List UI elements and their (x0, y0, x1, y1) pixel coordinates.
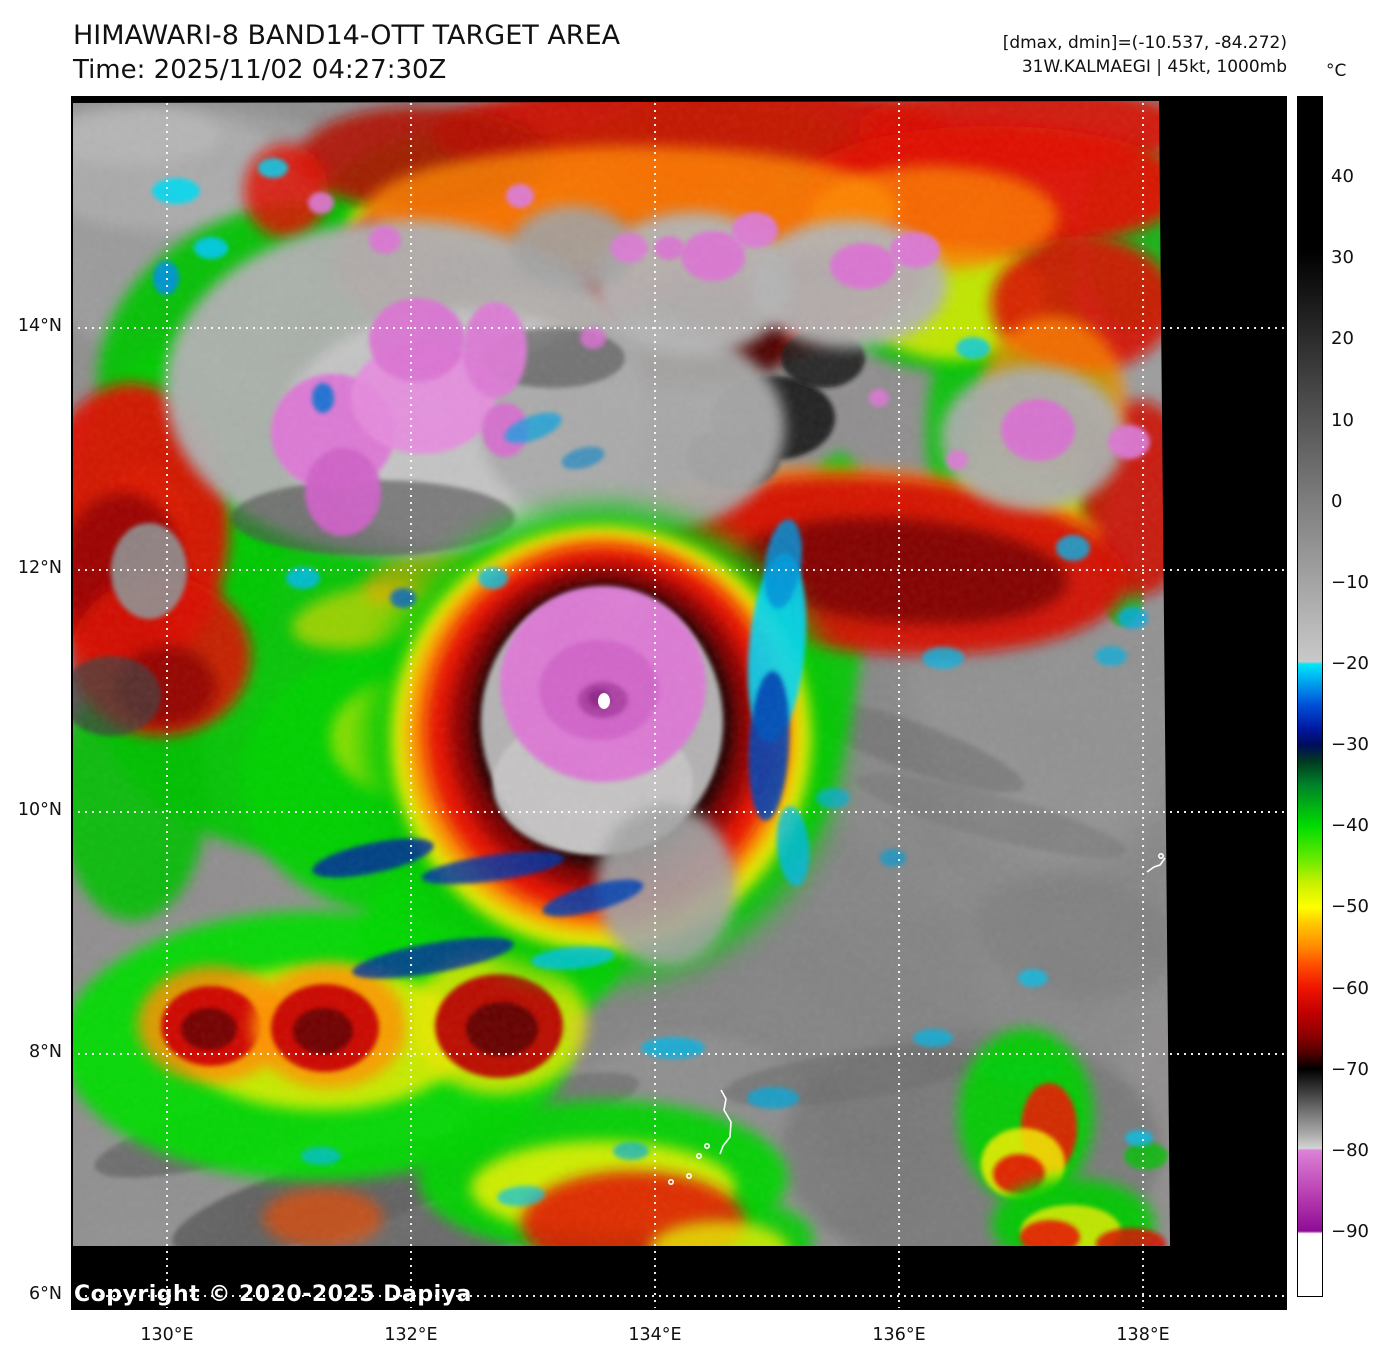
lon-tick-label: 130°E (140, 1325, 194, 1345)
lon-tick-label: 138°E (1116, 1325, 1170, 1345)
palau-coastline (719, 1089, 732, 1155)
lat-tick-label: 6°N (29, 1283, 62, 1304)
colorbar-tick-label: 10 (1331, 409, 1354, 431)
map-frame (71, 96, 1287, 1310)
colorbar-tick-label: 20 (1331, 328, 1354, 350)
colorbar-tick-label: −70 (1331, 1058, 1369, 1080)
colorbar-tick-label: −40 (1331, 815, 1369, 837)
storm-info-annotation: 31W.KALMAEGI | 45kt, 1000mb (1021, 57, 1287, 77)
lon-tick-label: 134°E (628, 1325, 682, 1345)
colorbar-tick-label: 30 (1331, 247, 1354, 269)
copyright-text: Copyright © 2020-2025 Dapiya (74, 1282, 472, 1307)
colorbar-tick-label: −20 (1331, 653, 1369, 675)
colorbar-tick-label: −10 (1331, 571, 1369, 593)
ir-imagery (71, 101, 1170, 1246)
colorbar-tick-label: −90 (1331, 1221, 1369, 1243)
satellite-map (71, 96, 1287, 1310)
lat-tick-label: 8°N (29, 1041, 62, 1062)
colorbar-tick-label: −80 (1331, 1139, 1369, 1161)
lon-tick-label: 136°E (872, 1325, 926, 1345)
lat-tick-label: 12°N (17, 557, 62, 578)
lon-tick-label: 132°E (384, 1325, 438, 1345)
yap-coastline (1146, 857, 1166, 873)
colorbar-tick-label: 0 (1331, 490, 1343, 512)
colorbar-tick-label: −50 (1331, 896, 1369, 918)
colorbar-unit-label: °C (1326, 61, 1347, 81)
annotation-block: [dmax, dmin]=(-10.537, -84.272) 31W.KALM… (1003, 31, 1287, 79)
page-title: HIMAWARI-8 BAND14-OTT TARGET AREA (73, 20, 621, 51)
dmax-dmin-annotation: [dmax, dmin]=(-10.537, -84.272) (1002, 33, 1287, 53)
colorbar-tick-label: 40 (1331, 166, 1354, 188)
timestamp-label: Time: 2025/11/02 04:27:30Z (73, 55, 447, 85)
colorbar-tick-label: −60 (1331, 977, 1369, 999)
colorbar (1297, 96, 1323, 1297)
lat-tick-label: 10°N (17, 799, 62, 820)
lat-tick-label: 14°N (17, 315, 62, 336)
colorbar-tick-label: −30 (1331, 734, 1369, 756)
coastlines (667, 852, 1166, 1186)
